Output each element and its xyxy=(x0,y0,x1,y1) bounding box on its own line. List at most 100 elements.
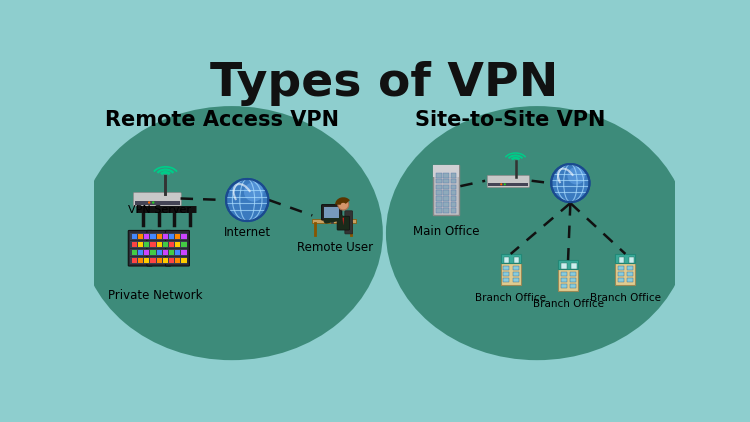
FancyBboxPatch shape xyxy=(616,263,635,285)
FancyBboxPatch shape xyxy=(176,235,181,239)
Text: Main Office: Main Office xyxy=(413,225,480,238)
FancyBboxPatch shape xyxy=(451,179,456,184)
FancyBboxPatch shape xyxy=(436,202,442,207)
FancyBboxPatch shape xyxy=(514,257,520,262)
FancyBboxPatch shape xyxy=(451,190,456,195)
FancyBboxPatch shape xyxy=(138,242,143,247)
FancyBboxPatch shape xyxy=(570,272,576,276)
FancyBboxPatch shape xyxy=(132,250,137,255)
FancyBboxPatch shape xyxy=(157,235,162,239)
FancyBboxPatch shape xyxy=(503,265,509,270)
FancyBboxPatch shape xyxy=(443,196,449,201)
FancyBboxPatch shape xyxy=(561,263,567,269)
FancyBboxPatch shape xyxy=(501,263,520,285)
FancyBboxPatch shape xyxy=(163,258,168,262)
FancyBboxPatch shape xyxy=(167,249,188,256)
Polygon shape xyxy=(343,218,344,225)
FancyBboxPatch shape xyxy=(451,208,456,213)
FancyBboxPatch shape xyxy=(130,257,150,264)
FancyBboxPatch shape xyxy=(436,190,442,195)
FancyBboxPatch shape xyxy=(443,173,449,178)
FancyBboxPatch shape xyxy=(130,249,150,256)
Text: Site-to-Site VPN: Site-to-Site VPN xyxy=(416,110,606,130)
Ellipse shape xyxy=(80,106,382,360)
FancyBboxPatch shape xyxy=(130,241,150,248)
FancyBboxPatch shape xyxy=(134,201,180,205)
FancyBboxPatch shape xyxy=(436,196,442,201)
FancyBboxPatch shape xyxy=(345,211,352,234)
FancyBboxPatch shape xyxy=(163,242,168,247)
FancyBboxPatch shape xyxy=(176,250,181,255)
FancyBboxPatch shape xyxy=(618,265,624,270)
FancyBboxPatch shape xyxy=(616,254,635,263)
FancyBboxPatch shape xyxy=(503,272,509,276)
FancyBboxPatch shape xyxy=(451,173,456,178)
FancyBboxPatch shape xyxy=(169,235,174,239)
FancyBboxPatch shape xyxy=(560,272,567,276)
FancyBboxPatch shape xyxy=(149,257,169,264)
FancyBboxPatch shape xyxy=(166,230,190,266)
FancyBboxPatch shape xyxy=(443,184,449,189)
FancyBboxPatch shape xyxy=(182,242,187,247)
Circle shape xyxy=(152,201,154,204)
FancyBboxPatch shape xyxy=(433,165,459,215)
FancyBboxPatch shape xyxy=(150,235,155,239)
Circle shape xyxy=(551,164,590,202)
Circle shape xyxy=(338,199,349,210)
FancyBboxPatch shape xyxy=(134,192,182,206)
FancyBboxPatch shape xyxy=(167,241,188,248)
FancyBboxPatch shape xyxy=(451,202,456,207)
FancyBboxPatch shape xyxy=(558,269,578,291)
FancyBboxPatch shape xyxy=(176,258,181,262)
FancyBboxPatch shape xyxy=(130,233,150,241)
Text: VPN Server: VPN Server xyxy=(128,205,190,215)
FancyBboxPatch shape xyxy=(157,242,162,247)
FancyBboxPatch shape xyxy=(163,235,168,239)
FancyBboxPatch shape xyxy=(167,257,188,264)
FancyBboxPatch shape xyxy=(144,235,149,239)
FancyBboxPatch shape xyxy=(443,202,449,207)
Ellipse shape xyxy=(386,106,688,360)
FancyBboxPatch shape xyxy=(503,278,509,282)
FancyBboxPatch shape xyxy=(488,176,530,188)
FancyBboxPatch shape xyxy=(488,183,528,187)
FancyBboxPatch shape xyxy=(182,258,187,262)
FancyBboxPatch shape xyxy=(436,173,442,178)
FancyBboxPatch shape xyxy=(138,250,143,255)
FancyBboxPatch shape xyxy=(443,208,449,213)
Text: Remote User: Remote User xyxy=(298,241,374,254)
Circle shape xyxy=(500,183,502,185)
FancyBboxPatch shape xyxy=(312,219,356,223)
FancyBboxPatch shape xyxy=(558,260,578,269)
Text: Internet: Internet xyxy=(224,226,271,239)
FancyBboxPatch shape xyxy=(337,216,350,230)
FancyBboxPatch shape xyxy=(451,184,456,189)
Circle shape xyxy=(568,167,585,184)
FancyBboxPatch shape xyxy=(570,284,576,288)
FancyBboxPatch shape xyxy=(147,230,171,266)
FancyBboxPatch shape xyxy=(627,272,634,276)
FancyBboxPatch shape xyxy=(504,257,509,262)
FancyBboxPatch shape xyxy=(627,278,634,282)
FancyBboxPatch shape xyxy=(149,241,169,248)
FancyBboxPatch shape xyxy=(618,272,624,276)
FancyBboxPatch shape xyxy=(176,242,181,247)
FancyBboxPatch shape xyxy=(322,205,342,220)
Circle shape xyxy=(504,183,506,185)
FancyBboxPatch shape xyxy=(128,230,152,266)
FancyBboxPatch shape xyxy=(132,235,137,239)
FancyBboxPatch shape xyxy=(618,278,624,282)
FancyBboxPatch shape xyxy=(433,165,459,177)
FancyBboxPatch shape xyxy=(627,265,634,270)
FancyBboxPatch shape xyxy=(436,179,442,184)
FancyBboxPatch shape xyxy=(150,242,155,247)
FancyBboxPatch shape xyxy=(560,278,567,282)
Circle shape xyxy=(148,201,151,204)
FancyBboxPatch shape xyxy=(182,235,187,239)
Text: Branch Office: Branch Office xyxy=(476,293,546,303)
FancyBboxPatch shape xyxy=(443,179,449,184)
Text: Branch Office: Branch Office xyxy=(590,293,661,303)
FancyBboxPatch shape xyxy=(149,233,169,241)
FancyBboxPatch shape xyxy=(436,184,442,189)
FancyBboxPatch shape xyxy=(443,190,449,195)
